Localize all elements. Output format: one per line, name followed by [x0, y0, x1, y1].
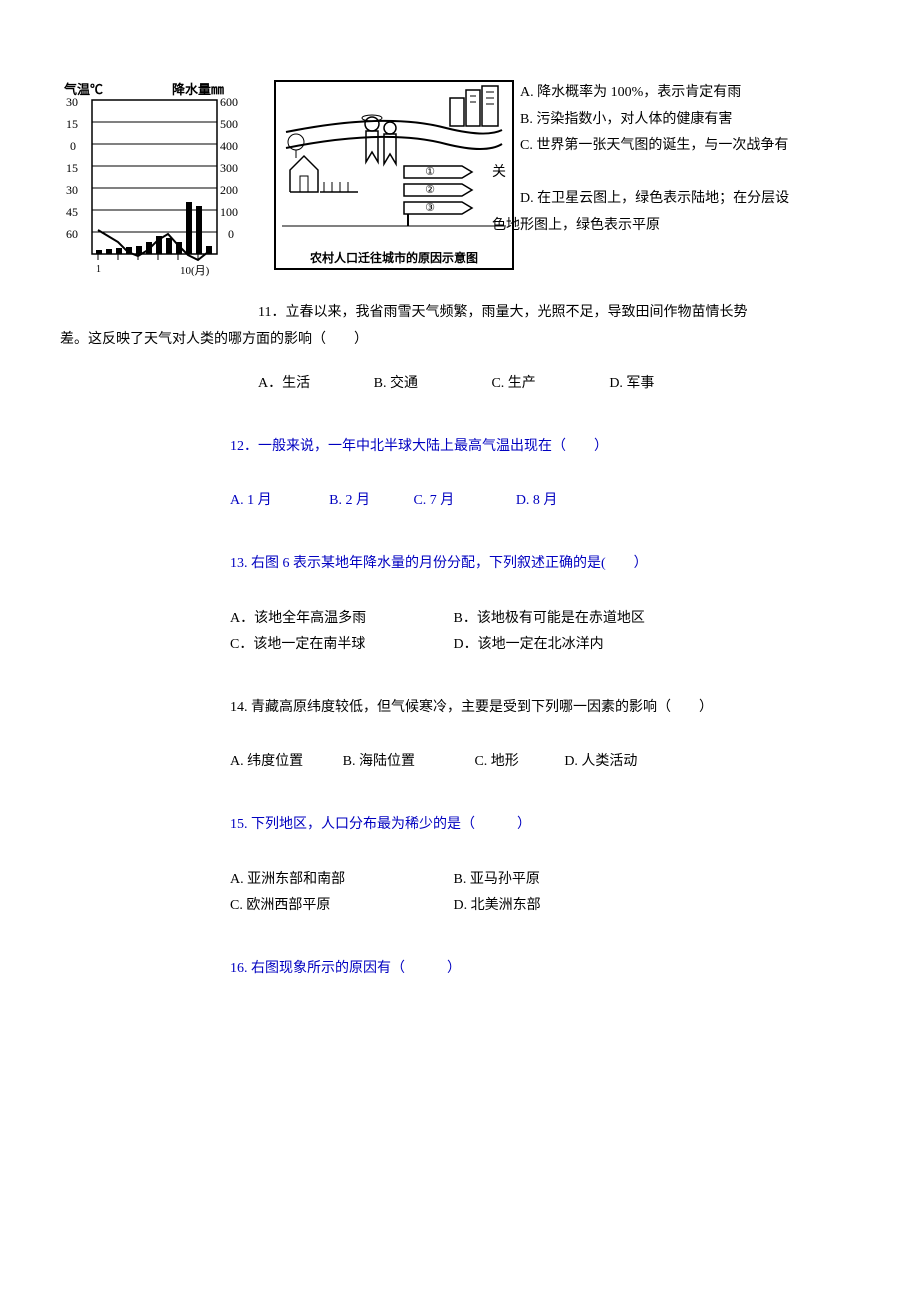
arrow-signs: ① ② ③ [404, 166, 472, 226]
q11: 11．立春以来，我省雨雪天气频繁，雨量大，光照不足，导致田间作物苗情长势 差。这… [230, 300, 820, 353]
q12-stem: 12．一般来说，一年中北半球大陆上最高气温出现在（ ） [230, 434, 820, 461]
svg-text:60: 60 [66, 227, 78, 241]
q15-stem: 15. 下列地区，人口分布最为稀少的是（ ） [230, 812, 820, 839]
svg-text:300: 300 [220, 161, 238, 175]
q11-opt-b: B. 交通 [374, 371, 418, 398]
illustration-caption: 农村人口迁往城市的原因示意图 [276, 249, 512, 266]
svg-text:500: 500 [220, 117, 238, 131]
illustration-svg: ① ② ③ [276, 82, 512, 246]
chart-svg: 气温℃ 降水量㎜ 30 15 0 15 30 45 60 [60, 80, 250, 280]
q12-opt-d: D. 8 月 [516, 488, 558, 515]
svg-text:1: 1 [96, 264, 101, 275]
q13-opt-c: C．该地一定在南半球 [230, 632, 430, 659]
q11-opts: A．生活 B. 交通 C. 生产 D. 军事 [230, 371, 820, 398]
top-row: 气温℃ 降水量㎜ 30 15 0 15 30 45 60 [60, 80, 860, 280]
q13-opts: A．该地全年高温多雨 B．该地极有可能是在赤道地区 C．该地一定在南半球 D．该… [230, 606, 820, 659]
q11-stem: 11．立春以来，我省雨雪天气频繁，雨量大，光照不足，导致田间作物苗情长势 [258, 305, 747, 320]
svg-text:②: ② [425, 184, 435, 196]
svg-text:①: ① [425, 166, 435, 178]
svg-text:15: 15 [66, 161, 78, 175]
svg-text:0: 0 [70, 139, 76, 153]
svg-text:400: 400 [220, 139, 238, 153]
q13-opt-b: B．该地极有可能是在赤道地区 [454, 606, 645, 633]
q16-stem: 16. 右图现象所示的原因有（ ） [230, 956, 820, 983]
q13-stem: 13. 右图 6 表示某地年降水量的月份分配，下列叙述正确的是( ） [230, 551, 820, 578]
q12-opt-c: C. 7 月 [413, 488, 454, 515]
q13-opt-a: A．该地全年高温多雨 [230, 606, 430, 633]
svg-text:15: 15 [66, 117, 78, 131]
content-column: 11．立春以来，我省雨雪天气频繁，雨量大，光照不足，导致田间作物苗情长势 差。这… [230, 300, 820, 982]
q14-stem: 14. 青藏高原纬度较低，但气候寒冷，主要是受到下列哪一因素的影响（ ） [230, 695, 820, 722]
q12-opt-b: B. 2 月 [329, 488, 370, 515]
q14-opt-a: A. 纬度位置 [230, 749, 303, 776]
svg-text:30: 30 [66, 183, 78, 197]
q14-opt-b: B. 海陆位置 [343, 749, 415, 776]
q10-opt-d-wrap: 色地形图上，绿色表示平原 [492, 213, 860, 240]
q14-opts: A. 纬度位置 B. 海陆位置 C. 地形 D. 人类活动 [230, 749, 820, 776]
q14-opt-c: C. 地形 [474, 749, 518, 776]
q15-opt-a: A. 亚洲东部和南部 [230, 867, 430, 894]
svg-text:0: 0 [228, 227, 234, 241]
q11-opt-c: C. 生产 [491, 371, 535, 398]
q15-opts: A. 亚洲东部和南部 B. 亚马孙平原 C. 欧洲西部平原 D. 北美洲东部 [230, 867, 820, 920]
q14-opt-d: D. 人类活动 [564, 749, 637, 776]
q10-opt-c: C. 世界第一张天气图的诞生，与一次战争有 [520, 133, 860, 160]
q12-opt-a: A. 1 月 [230, 488, 272, 515]
q10-opt-d: D. 在卫星云图上，绿色表示陆地；在分层设 [520, 186, 860, 213]
svg-text:600: 600 [220, 95, 238, 109]
svg-text:30: 30 [66, 95, 78, 109]
q10-opt-a: A. 降水概率为 100%，表示肯定有雨 [520, 80, 860, 107]
svg-text:45: 45 [66, 205, 78, 219]
q10-opt-c-wrap: 关 [492, 160, 860, 187]
people-icon [362, 115, 396, 164]
q15-opt-d: D. 北美洲东部 [454, 893, 541, 920]
q11-opt-a: A．生活 [258, 371, 310, 398]
q11-stem-wrap: 差。这反映了天气对人类的哪方面的影响（ ） [60, 332, 368, 347]
page: 气温℃ 降水量㎜ 30 15 0 15 30 45 60 [0, 0, 920, 1052]
migration-illustration: ① ② ③ 农村人口迁往城市的原因示意图 [274, 80, 514, 270]
q15-opt-c: C. 欧洲西部平原 [230, 893, 430, 920]
q12-opts: A. 1 月 B. 2 月 C. 7 月 D. 8 月 [230, 488, 820, 515]
q11-opt-d: D. 军事 [609, 371, 654, 398]
climate-chart: 气温℃ 降水量㎜ 30 15 0 15 30 45 60 [60, 80, 250, 280]
svg-text:③: ③ [425, 202, 435, 214]
svg-text:200: 200 [220, 183, 238, 197]
q13-opt-d: D．该地一定在北冰洋内 [454, 632, 604, 659]
right-axis-label: 降水量㎜ [172, 82, 224, 97]
svg-text:100: 100 [220, 205, 238, 219]
q10-opt-b: B. 污染指数小，对人体的健康有害 [520, 107, 860, 134]
x-label: 10(月) [180, 265, 210, 277]
q15-opt-b: B. 亚马孙平原 [454, 867, 540, 894]
q10-options: A. 降水概率为 100%，表示肯定有雨 B. 污染指数小，对人体的健康有害 C… [520, 80, 860, 240]
